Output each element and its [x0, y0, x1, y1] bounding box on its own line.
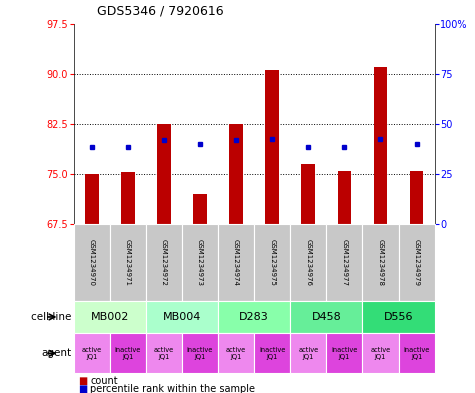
Text: GSM1234973: GSM1234973: [197, 239, 203, 286]
Text: MB004: MB004: [163, 312, 201, 322]
Bar: [290, 301, 362, 333]
Bar: [374, 67, 387, 224]
Bar: [218, 224, 254, 301]
Bar: [74, 224, 110, 301]
Bar: [193, 194, 207, 224]
Text: GSM1234972: GSM1234972: [161, 239, 167, 286]
Text: cell line: cell line: [31, 312, 71, 322]
Text: inactive
JQ1: inactive JQ1: [259, 347, 285, 360]
Text: GSM1234978: GSM1234978: [378, 239, 383, 286]
Bar: [85, 174, 98, 224]
Text: GDS5346 / 7920616: GDS5346 / 7920616: [97, 5, 224, 18]
Bar: [290, 333, 326, 373]
Text: agent: agent: [41, 348, 71, 358]
Bar: [218, 301, 290, 333]
Text: inactive
JQ1: inactive JQ1: [114, 347, 141, 360]
Bar: [338, 171, 351, 224]
Bar: [410, 171, 423, 224]
Text: inactive
JQ1: inactive JQ1: [331, 347, 358, 360]
Bar: [157, 124, 171, 224]
Bar: [110, 333, 146, 373]
Bar: [362, 301, 435, 333]
Text: D458: D458: [312, 312, 341, 322]
Bar: [182, 333, 218, 373]
Bar: [254, 224, 290, 301]
Bar: [399, 224, 435, 301]
Text: MB002: MB002: [91, 312, 129, 322]
Bar: [362, 224, 399, 301]
Bar: [218, 333, 254, 373]
Text: GSM1234976: GSM1234976: [305, 239, 311, 286]
Text: active
JQ1: active JQ1: [298, 347, 318, 360]
Text: active
JQ1: active JQ1: [82, 347, 102, 360]
Text: active
JQ1: active JQ1: [226, 347, 246, 360]
Bar: [182, 224, 218, 301]
Bar: [121, 172, 134, 224]
Bar: [362, 333, 399, 373]
Bar: [326, 224, 362, 301]
Bar: [399, 333, 435, 373]
Text: GSM1234970: GSM1234970: [89, 239, 95, 286]
Text: GSM1234979: GSM1234979: [414, 239, 419, 286]
Bar: [74, 301, 146, 333]
Bar: [290, 224, 326, 301]
Text: count: count: [90, 376, 118, 386]
Bar: [146, 224, 182, 301]
Bar: [74, 333, 110, 373]
Text: D556: D556: [384, 312, 413, 322]
Bar: [302, 164, 315, 224]
Text: inactive
JQ1: inactive JQ1: [187, 347, 213, 360]
Bar: [266, 70, 279, 224]
Text: percentile rank within the sample: percentile rank within the sample: [90, 384, 255, 393]
Bar: [146, 333, 182, 373]
Text: ■: ■: [78, 376, 87, 386]
Text: active
JQ1: active JQ1: [370, 347, 390, 360]
Text: active
JQ1: active JQ1: [154, 347, 174, 360]
Text: ■: ■: [78, 384, 87, 393]
Bar: [254, 333, 290, 373]
Bar: [326, 333, 362, 373]
Bar: [229, 124, 243, 224]
Text: inactive
JQ1: inactive JQ1: [403, 347, 430, 360]
Bar: [110, 224, 146, 301]
Text: GSM1234975: GSM1234975: [269, 239, 275, 286]
Text: GSM1234971: GSM1234971: [125, 239, 131, 286]
Text: GSM1234977: GSM1234977: [342, 239, 347, 286]
Text: D283: D283: [239, 312, 269, 322]
Bar: [146, 301, 218, 333]
Text: GSM1234974: GSM1234974: [233, 239, 239, 286]
